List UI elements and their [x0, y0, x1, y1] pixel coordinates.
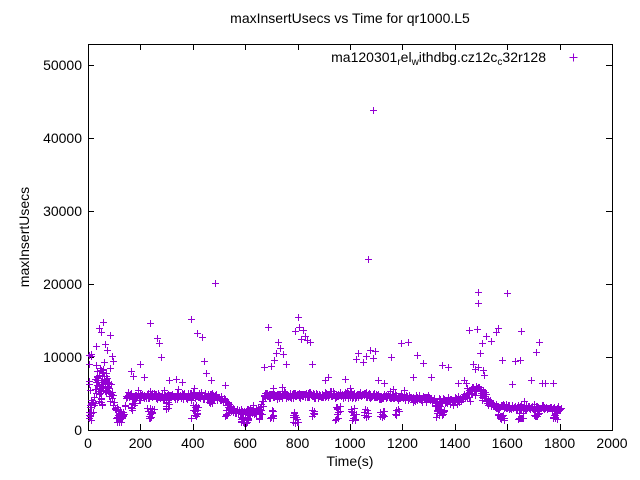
x-tick-label: 1400: [439, 435, 471, 451]
legend-text-segment: el: [400, 49, 412, 65]
legend-text-segment: 32r128: [502, 49, 546, 65]
x-tick-label: 1600: [491, 435, 523, 451]
y-tick-label: 40000: [43, 130, 82, 147]
legend-series-label: ma120301relwithdbg.cz12cc32r128: [331, 49, 546, 68]
x-tick-label: 800: [285, 435, 310, 451]
x-tick-label: 2000: [596, 435, 628, 451]
x-tick-label: 0: [84, 435, 92, 451]
x-tick-label: 400: [181, 435, 205, 451]
legend-subscript: w: [411, 57, 419, 68]
legend: ma120301relwithdbg.cz12cc32r128: [331, 49, 546, 71]
y-tick-label: 30000: [43, 203, 82, 220]
x-tick-label: 200: [128, 435, 153, 451]
y-axis-label: maxInsertUsecs: [16, 186, 32, 288]
legend-subscript: r: [397, 57, 401, 68]
y-tick-label: 50000: [43, 57, 82, 74]
y-tick-label: 0: [74, 422, 82, 438]
x-tick-label: 600: [233, 435, 257, 451]
axis-ticks: [88, 44, 613, 431]
legend-text-segment: ithdbg.cz12c: [418, 49, 498, 65]
x-axis-label: Time(s): [326, 453, 374, 469]
x-tick-label: 1800: [544, 435, 576, 451]
y-tick-label: 10000: [43, 349, 82, 366]
scatter-points: [86, 53, 578, 427]
x-tick-label: 1000: [334, 435, 366, 451]
chart-title: maxInsertUsecs vs Time for qr1000.L5: [230, 10, 470, 26]
plot-border: [88, 44, 613, 431]
y-tick-label: 20000: [43, 276, 82, 293]
legend-text-segment: ma120301: [331, 49, 398, 65]
legend-subscript: c: [497, 57, 503, 68]
x-tick-label: 1200: [386, 435, 418, 451]
